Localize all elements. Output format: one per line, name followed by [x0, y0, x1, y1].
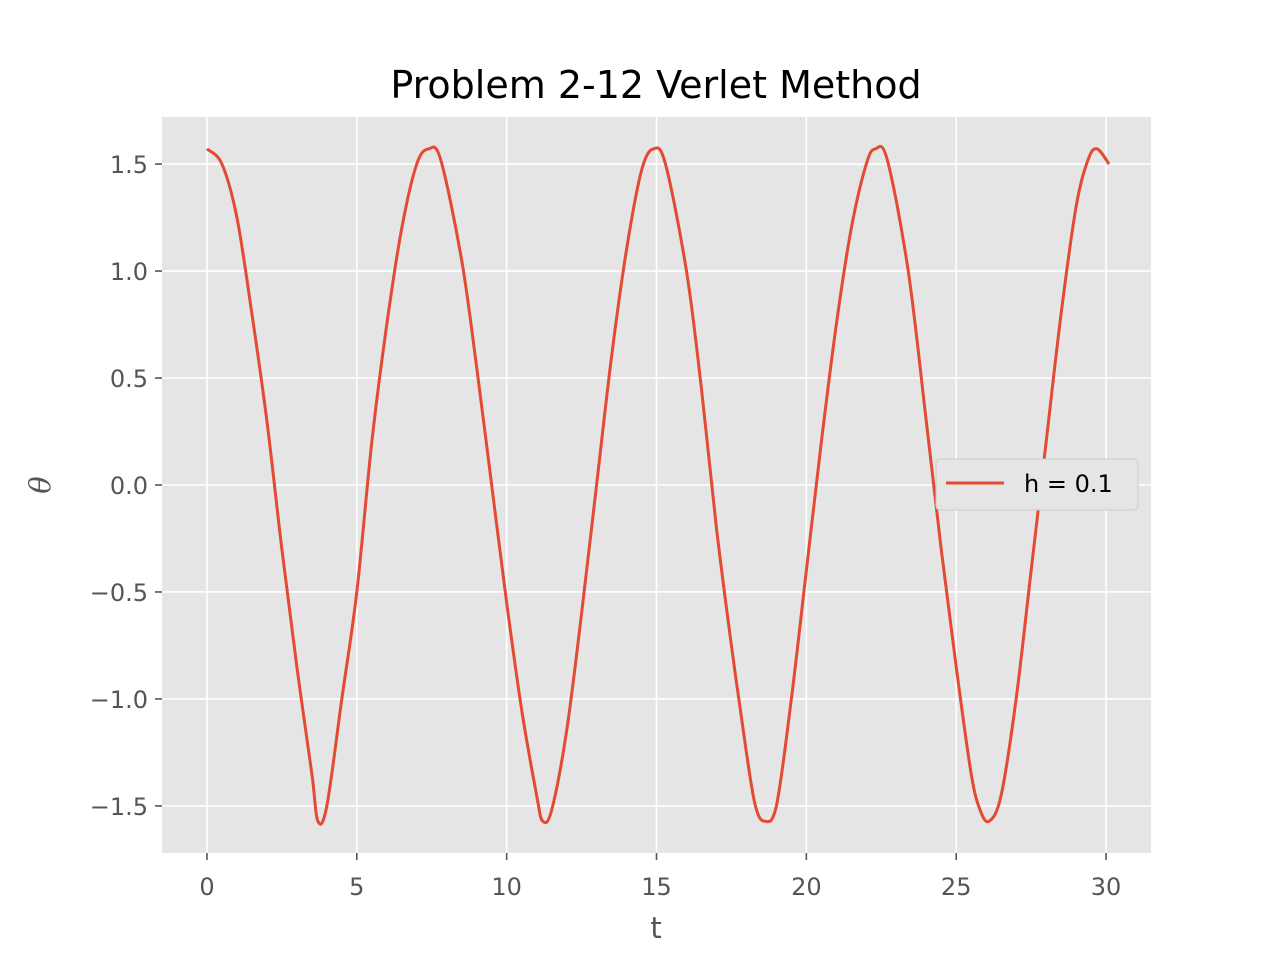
x-tick-label: 15	[641, 873, 672, 901]
x-tick-label: 0	[199, 873, 214, 901]
x-tick-label: 10	[491, 873, 522, 901]
y-tick-label: −1.0	[90, 686, 148, 714]
y-axis-label: θ	[23, 476, 57, 493]
y-tick-label: −1.5	[90, 793, 148, 821]
legend-label-h-0-1: h = 0.1	[1024, 470, 1113, 498]
x-tick-label: 25	[941, 873, 972, 901]
x-tick-label: 5	[349, 873, 364, 901]
series-line-h-0-1	[205, 144, 1111, 826]
y-tick-label: 0.5	[110, 365, 148, 393]
y-tick-label: −0.5	[90, 579, 148, 607]
legend: h = 0.1	[935, 458, 1139, 511]
x-axis-label: t	[650, 911, 661, 945]
y-tick-label: 1.5	[110, 151, 148, 179]
chart-title: Problem 2-12 Verlet Method	[390, 63, 921, 107]
y-tick-label: 1.0	[110, 258, 148, 286]
y-tick-label: 0.0	[110, 472, 148, 500]
x-axis-ticks: 0 5 10 15 20 25 30	[199, 853, 1121, 901]
x-tick-label: 30	[1091, 873, 1122, 901]
series-layer	[205, 144, 1111, 826]
x-tick-label: 20	[791, 873, 822, 901]
y-axis-ticks: 1.5 1.0 0.5 0.0 −0.5 −1.0 −1.5	[90, 151, 162, 821]
legend-box	[935, 458, 1139, 511]
